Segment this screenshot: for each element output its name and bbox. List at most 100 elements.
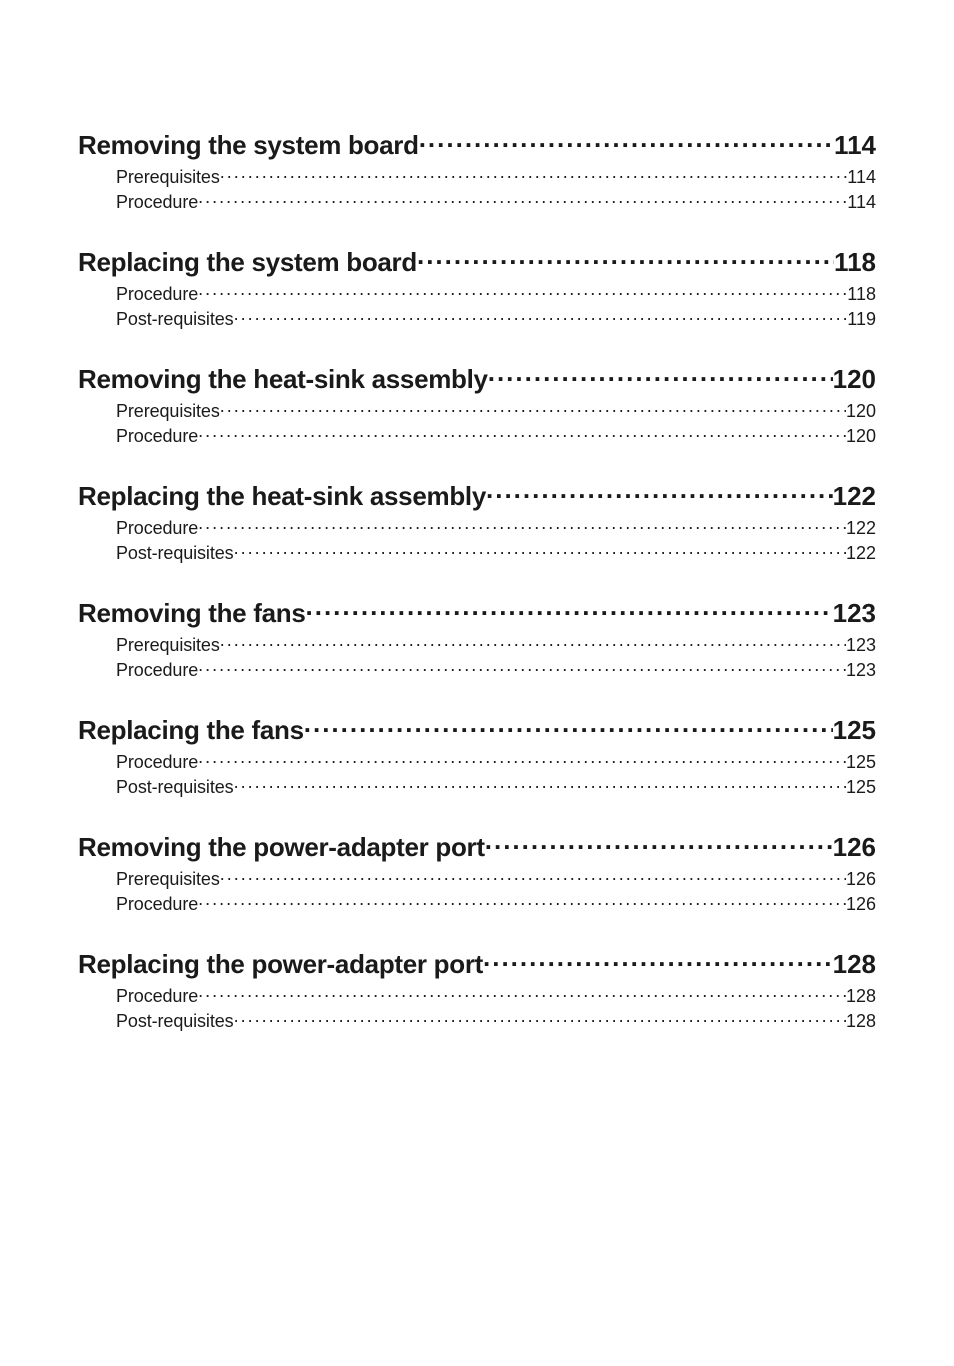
toc-sub-row[interactable]: Post-requisites 119 (78, 309, 876, 330)
toc-section: Replacing the heat-sink assembly 122 Pro… (78, 481, 876, 564)
leader-dots (198, 518, 846, 534)
leader-dots (198, 894, 846, 910)
toc-heading-page: 120 (833, 364, 876, 395)
toc-sub-row[interactable]: Procedure 114 (78, 192, 876, 213)
toc-sub-label: Prerequisites (116, 167, 220, 188)
toc-sub-page: 122 (846, 543, 876, 564)
toc-sub-row[interactable]: Procedure 128 (78, 986, 876, 1007)
toc-sub-page: 126 (846, 869, 876, 890)
toc-heading-label: Removing the fans (78, 598, 306, 629)
toc-sub-page: 125 (846, 777, 876, 798)
toc-sub-page: 114 (847, 167, 876, 188)
toc-heading-page: 123 (833, 598, 876, 629)
toc-section: Replacing the system board 118 Procedure… (78, 247, 876, 330)
toc-sub-label: Prerequisites (116, 635, 220, 656)
leader-dots (198, 752, 846, 768)
toc-heading-row[interactable]: Removing the system board 114 (78, 130, 876, 161)
toc-heading-page: 122 (833, 481, 876, 512)
toc-heading-row[interactable]: Replacing the system board 118 (78, 247, 876, 278)
leader-dots (220, 401, 846, 417)
leader-dots (234, 309, 848, 325)
toc-sub-label: Post-requisites (116, 543, 234, 564)
toc-heading-page: 114 (834, 130, 876, 161)
leader-dots (234, 1011, 846, 1027)
leader-dots (198, 284, 847, 300)
toc-sub-row[interactable]: Procedure 118 (78, 284, 876, 305)
toc-sub-row[interactable]: Post-requisites 122 (78, 543, 876, 564)
toc-heading-row[interactable]: Removing the power-adapter port 126 (78, 832, 876, 863)
toc-section: Replacing the fans 125 Procedure 125 Pos… (78, 715, 876, 798)
toc-heading-row[interactable]: Replacing the power-adapter port 128 (78, 949, 876, 980)
leader-dots (419, 138, 834, 154)
toc-sub-label: Procedure (116, 986, 198, 1007)
toc-sub-page: 120 (846, 401, 876, 422)
toc-heading-label: Replacing the heat-sink assembly (78, 481, 486, 512)
toc-sub-label: Procedure (116, 894, 198, 915)
toc-heading-row[interactable]: Replacing the fans 125 (78, 715, 876, 746)
leader-dots (198, 426, 846, 442)
toc-sub-row[interactable]: Procedure 126 (78, 894, 876, 915)
toc-heading-label: Replacing the fans (78, 715, 304, 746)
toc-sub-label: Procedure (116, 518, 198, 539)
toc-sub-page: 123 (846, 635, 876, 656)
toc-sub-page: 122 (846, 518, 876, 539)
toc-sub-label: Procedure (116, 660, 198, 681)
toc-sub-row[interactable]: Prerequisites 120 (78, 401, 876, 422)
toc-section: Removing the power-adapter port 126 Prer… (78, 832, 876, 915)
toc-sub-row[interactable]: Prerequisites 123 (78, 635, 876, 656)
toc-sub-label: Prerequisites (116, 869, 220, 890)
toc-sub-label: Procedure (116, 426, 198, 447)
leader-dots (306, 606, 833, 622)
toc-sub-row[interactable]: Post-requisites 125 (78, 777, 876, 798)
leader-dots (220, 635, 846, 651)
toc-heading-page: 128 (833, 949, 876, 980)
toc-heading-label: Removing the heat-sink assembly (78, 364, 488, 395)
toc-heading-label: Removing the power-adapter port (78, 832, 485, 863)
toc-sub-row[interactable]: Prerequisites 114 (78, 167, 876, 188)
toc-section: Removing the system board 114 Prerequisi… (78, 130, 876, 213)
leader-dots (198, 660, 846, 676)
toc-sub-page: 126 (846, 894, 876, 915)
toc-sub-page: 125 (846, 752, 876, 773)
leader-dots (417, 255, 834, 271)
toc-sub-page: 123 (846, 660, 876, 681)
toc-page: Removing the system board 114 Prerequisi… (0, 0, 954, 1032)
toc-sub-page: 119 (847, 309, 876, 330)
toc-heading-row[interactable]: Replacing the heat-sink assembly 122 (78, 481, 876, 512)
toc-heading-label: Replacing the system board (78, 247, 417, 278)
toc-heading-label: Replacing the power-adapter port (78, 949, 483, 980)
toc-sub-page: 118 (847, 284, 876, 305)
leader-dots (483, 957, 833, 973)
toc-sub-row[interactable]: Procedure 122 (78, 518, 876, 539)
leader-dots (486, 489, 833, 505)
toc-heading-page: 125 (833, 715, 876, 746)
toc-sub-page: 120 (846, 426, 876, 447)
leader-dots (234, 777, 846, 793)
toc-heading-page: 118 (834, 247, 876, 278)
toc-heading-row[interactable]: Removing the heat-sink assembly 120 (78, 364, 876, 395)
toc-sub-label: Prerequisites (116, 401, 220, 422)
toc-sub-label: Procedure (116, 284, 198, 305)
toc-sub-label: Procedure (116, 752, 198, 773)
leader-dots (220, 167, 848, 183)
toc-sub-row[interactable]: Procedure 120 (78, 426, 876, 447)
toc-section: Removing the fans 123 Prerequisites 123 … (78, 598, 876, 681)
toc-section: Removing the heat-sink assembly 120 Prer… (78, 364, 876, 447)
toc-sub-label: Post-requisites (116, 309, 234, 330)
toc-sub-row[interactable]: Prerequisites 126 (78, 869, 876, 890)
toc-section: Replacing the power-adapter port 128 Pro… (78, 949, 876, 1032)
toc-heading-label: Removing the system board (78, 130, 419, 161)
toc-heading-row[interactable]: Removing the fans 123 (78, 598, 876, 629)
toc-heading-page: 126 (833, 832, 876, 863)
toc-sub-page: 128 (846, 986, 876, 1007)
leader-dots (485, 840, 833, 856)
toc-sub-row[interactable]: Procedure 123 (78, 660, 876, 681)
toc-sub-label: Procedure (116, 192, 198, 213)
toc-sub-row[interactable]: Procedure 125 (78, 752, 876, 773)
leader-dots (304, 723, 833, 739)
leader-dots (198, 192, 847, 208)
toc-sub-page: 114 (847, 192, 876, 213)
leader-dots (220, 869, 846, 885)
leader-dots (488, 372, 833, 388)
toc-sub-row[interactable]: Post-requisites 128 (78, 1011, 876, 1032)
